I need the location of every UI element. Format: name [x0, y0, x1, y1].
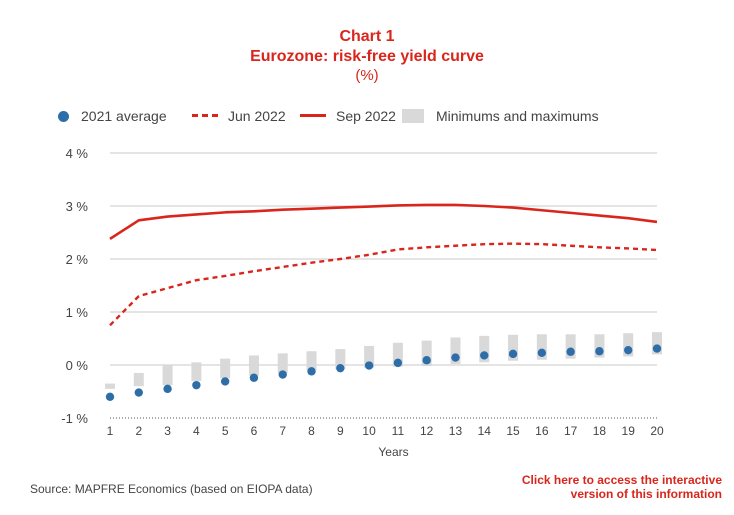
x-tick-label: 13	[449, 424, 463, 438]
range-bar	[594, 334, 605, 358]
legend-dashed-line-icon	[192, 114, 218, 117]
link-line-2: version of this information	[570, 487, 722, 501]
data-point-2021-average	[105, 392, 115, 401]
x-tick-label: 5	[222, 424, 229, 438]
y-tick-label: 2 %	[66, 252, 89, 267]
data-point-2021-average	[451, 353, 460, 362]
data-point-2021-average	[508, 349, 518, 359]
legend-range-box-icon	[402, 109, 424, 123]
data-point-2021-average	[566, 347, 575, 356]
data-point-2021-average	[537, 348, 547, 358]
series-line-jun-2022	[109, 242, 658, 327]
range-bar	[565, 334, 576, 359]
range-bar	[392, 342, 403, 367]
data-point-2021-average	[163, 384, 172, 394]
interactive-version-link[interactable]: Click here to access the interactive ver…	[522, 473, 722, 501]
range-bar	[652, 332, 662, 355]
data-point-2021-average	[307, 367, 316, 376]
data-point-2021-average	[364, 361, 374, 370]
data-point-2021-average	[480, 351, 489, 360]
x-tick-label: 11	[392, 424, 405, 438]
legend-item-2021-average: 2021 average	[58, 107, 167, 125]
range-bar	[335, 349, 346, 370]
data-point-2021-average	[393, 358, 403, 368]
x-tick-label: 6	[251, 424, 258, 438]
data-point-2021-average	[422, 356, 431, 365]
y-tick-label: 4 %	[66, 146, 89, 161]
data-point-2021-average	[192, 380, 201, 390]
data-point-2021-average	[336, 363, 345, 373]
legend-label: Sep 2022	[336, 108, 396, 124]
x-tick-label: 15	[506, 424, 520, 438]
y-tick-label: 0 %	[66, 358, 89, 373]
range-bar	[479, 335, 490, 363]
range-bar	[421, 340, 432, 367]
data-point-2021-average	[220, 377, 230, 386]
source-note: Source: MAPFRE Economics (based on EIOPA…	[30, 482, 313, 496]
x-tick-label: 20	[650, 424, 664, 438]
x-tick-label: 14	[478, 424, 492, 438]
chart-title: Eurozone: risk-free yield curve	[250, 48, 484, 65]
data-point-2021-average	[278, 370, 287, 379]
range-bar	[133, 372, 144, 387]
x-tick-label: 17	[564, 424, 578, 438]
x-tick-label: 9	[337, 424, 344, 438]
x-tick-label: 8	[308, 424, 315, 438]
x-tick-label: 10	[362, 424, 376, 438]
range-bar	[450, 337, 461, 364]
range-bar	[623, 333, 634, 357]
y-tick-label: -1 %	[61, 411, 88, 426]
data-point-2021-average	[624, 345, 633, 355]
x-tick-label: 19	[622, 424, 636, 438]
x-tick-label: 1	[107, 424, 114, 438]
link-line-1: Click here to access the interactive	[521, 473, 722, 487]
data-point-2021-average	[249, 373, 259, 382]
y-tick-label: 1 %	[66, 305, 89, 320]
x-tick-label: 3	[164, 424, 171, 438]
x-axis-label: Years	[378, 445, 408, 459]
legend-label: 2021 average	[81, 108, 167, 124]
data-point-2021-average	[595, 347, 604, 356]
range-bar	[191, 362, 202, 381]
series-line-sep-2022	[109, 203, 658, 240]
chart-unit: (%)	[355, 67, 379, 84]
legend-item-jun-2022: Jun 2022	[192, 107, 286, 125]
x-tick-label: 18	[593, 424, 607, 438]
range-bar	[248, 355, 259, 376]
x-tick-label: 12	[420, 424, 434, 438]
range-bar	[277, 353, 288, 373]
data-point-2021-average	[134, 388, 143, 397]
range-bar	[306, 351, 317, 371]
range-bar	[536, 334, 547, 360]
x-tick-label: 16	[535, 424, 549, 438]
range-bar	[508, 334, 519, 361]
legend-solid-line-icon	[300, 114, 326, 117]
x-tick-label: 7	[279, 424, 286, 438]
legend-label: Minimums and maximums	[436, 108, 599, 124]
chart-number: Chart 1	[339, 28, 395, 45]
range-bar	[364, 345, 375, 368]
legend-dot-icon	[58, 111, 69, 122]
y-tick-label: 3 %	[66, 199, 89, 214]
range-bar	[105, 383, 115, 389]
chart-plot: -1 %0 %1 %2 %3 %4 %1 2 3 4 5 6 7 8 9 10 11 12 13 14 15…	[61, 146, 664, 459]
legend-item-min-max: Minimums and maximums	[402, 107, 599, 125]
x-tick-label: 2	[135, 424, 142, 438]
legend-item-sep-2022: Sep 2022	[300, 107, 396, 125]
x-tick-label: 4	[193, 424, 200, 438]
range-bar	[162, 365, 173, 386]
legend-label: Jun 2022	[228, 108, 286, 124]
range-bar	[220, 358, 231, 379]
data-point-2021-average	[652, 344, 662, 353]
